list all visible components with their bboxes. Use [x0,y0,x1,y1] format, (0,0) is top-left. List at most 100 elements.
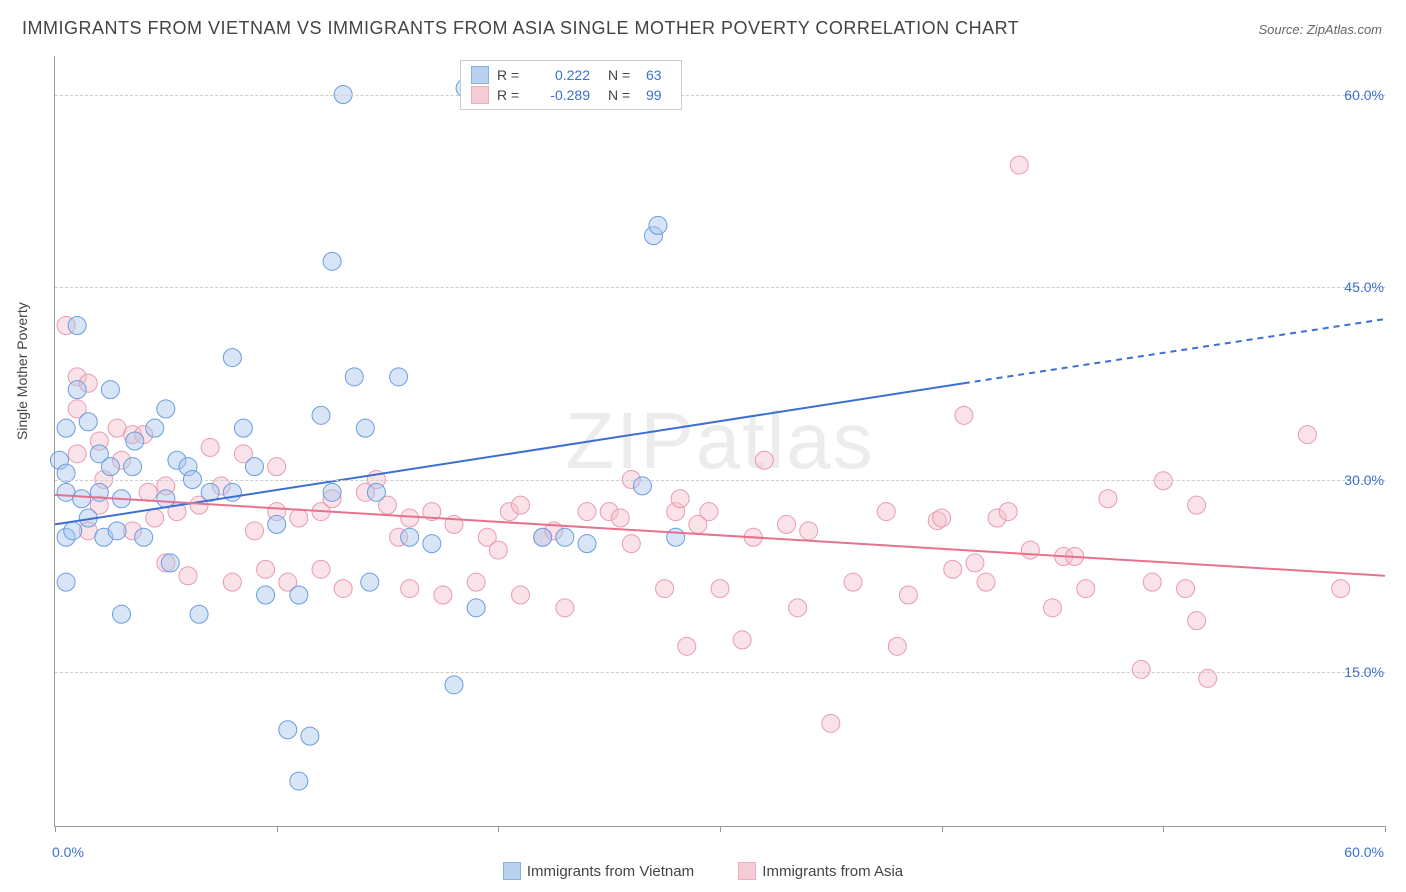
scatter-point [323,252,341,270]
scatter-point [290,772,308,790]
scatter-point [1188,612,1206,630]
scatter-point [126,432,144,450]
x-tick [942,826,943,832]
scatter-point [1099,490,1117,508]
r-value-asia: -0.289 [535,87,590,103]
scatter-point [301,727,319,745]
scatter-point [755,451,773,469]
gridline [55,287,1385,288]
scatter-point [1044,599,1062,617]
scatter-point [1177,580,1195,598]
scatter-point [423,535,441,553]
scatter-point [139,483,157,501]
y-tick-label: 15.0% [1344,664,1384,680]
scatter-point [124,458,142,476]
scatter-point [1021,541,1039,559]
scatter-point [678,637,696,655]
scatter-point [977,573,995,591]
scatter-point [778,515,796,533]
scatter-point [68,317,86,335]
scatter-point [257,560,275,578]
legend-row-vietnam: R = 0.222 N = 63 [471,65,671,85]
scatter-point [268,515,286,533]
scatter-point [556,528,574,546]
scatter-point [1188,496,1206,514]
legend-item-asia: Immigrants from Asia [738,862,903,880]
scatter-point [401,528,419,546]
scatter-point [334,580,352,598]
x-tick [1385,826,1386,832]
scatter-point [312,406,330,424]
scatter-point [489,541,507,559]
scatter-point [877,503,895,521]
scatter-point [223,349,241,367]
scatter-point [611,509,629,527]
scatter-point [367,483,385,501]
r-label: R = [497,87,527,103]
scatter-point [899,586,917,604]
scatter-point [390,368,408,386]
trend-line [964,319,1385,383]
scatter-point [578,503,596,521]
n-value-vietnam: 63 [646,67,671,83]
r-label: R = [497,67,527,83]
series-legend: Immigrants from Vietnam Immigrants from … [0,862,1406,884]
x-tick [277,826,278,832]
x-tick [720,826,721,832]
scatter-point [157,490,175,508]
scatter-point [79,413,97,431]
scatter-point [101,381,119,399]
scatter-point [1298,426,1316,444]
plot-area: ZIPatlas [54,56,1385,827]
scatter-point [290,509,308,527]
scatter-point [57,419,75,437]
legend-row-asia: R = -0.289 N = 99 [471,85,671,105]
scatter-point [290,586,308,604]
x-tick [498,826,499,832]
scatter-point [999,503,1017,521]
scatter-point [1010,156,1028,174]
scatter-point [445,676,463,694]
scatter-svg [55,56,1385,826]
scatter-point [966,554,984,572]
scatter-point [944,560,962,578]
scatter-point [268,458,286,476]
scatter-point [1132,660,1150,678]
scatter-point [671,490,689,508]
swatch-vietnam [471,66,489,84]
scatter-point [700,503,718,521]
scatter-point [246,458,264,476]
n-label: N = [608,67,638,83]
x-axis-end-label: 60.0% [1344,844,1384,860]
y-tick-label: 60.0% [1344,87,1384,103]
x-axis-start-label: 0.0% [52,844,84,860]
scatter-point [1332,580,1350,598]
scatter-point [73,490,91,508]
scatter-point [101,458,119,476]
x-tick [1163,826,1164,832]
scatter-point [711,580,729,598]
n-label: N = [608,87,638,103]
scatter-point [667,528,685,546]
correlation-legend: R = 0.222 N = 63 R = -0.289 N = 99 [460,60,682,110]
scatter-point [434,586,452,604]
scatter-point [68,445,86,463]
scatter-point [312,560,330,578]
scatter-point [146,419,164,437]
swatch-vietnam [503,862,521,880]
scatter-point [534,528,552,546]
swatch-asia [738,862,756,880]
scatter-point [556,599,574,617]
y-tick-label: 30.0% [1344,472,1384,488]
scatter-point [57,573,75,591]
scatter-point [135,528,153,546]
scatter-point [789,599,807,617]
scatter-point [656,580,674,598]
scatter-point [246,522,264,540]
scatter-point [512,586,530,604]
scatter-point [64,522,82,540]
x-tick [55,826,56,832]
chart-title: IMMIGRANTS FROM VIETNAM VS IMMIGRANTS FR… [22,18,1019,39]
y-axis-label: Single Mother Poverty [14,302,30,440]
scatter-point [361,573,379,591]
